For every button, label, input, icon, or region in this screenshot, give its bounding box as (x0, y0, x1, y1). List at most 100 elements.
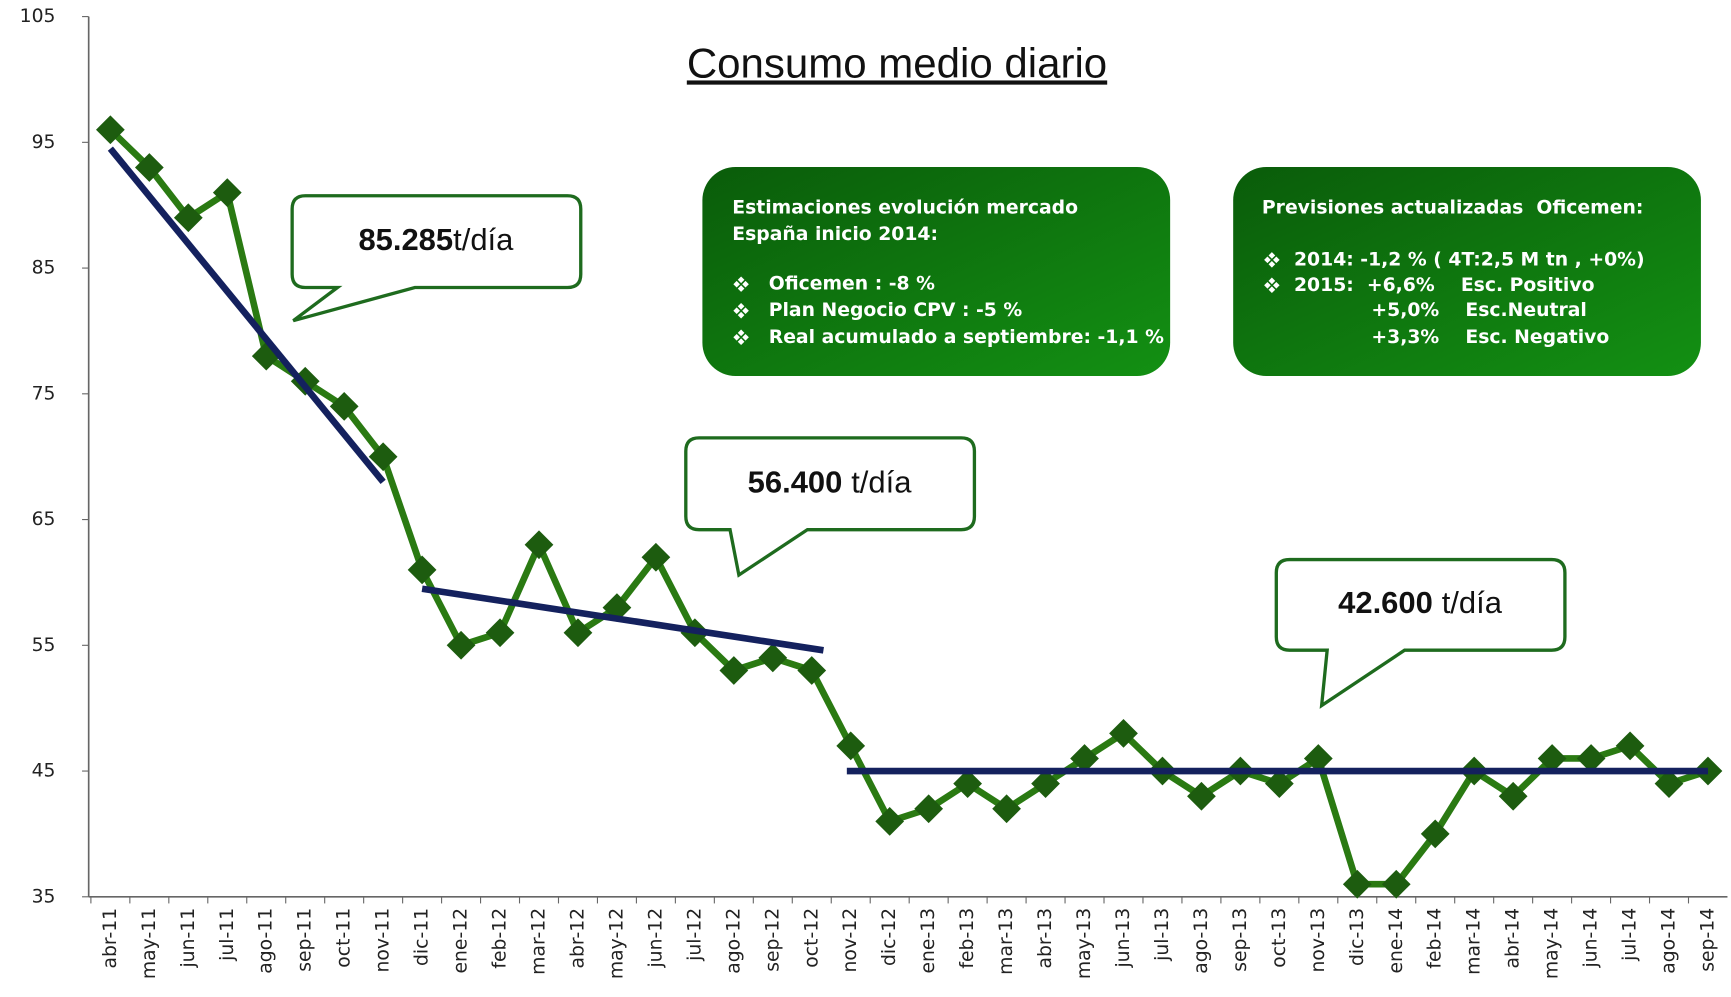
box-item: Oficemen : -8 % (769, 274, 935, 295)
data-point (485, 618, 515, 648)
box-item: 2014: -1,2 % ( 4T:2,5 M tn , +0%) (1294, 249, 1645, 270)
x-tick-label: mar-12 (529, 908, 550, 975)
bullet (1264, 281, 1271, 289)
data-point (1187, 781, 1216, 811)
chart-title: Consumo medio diario (687, 39, 1107, 86)
data-point (1031, 769, 1060, 799)
x-tick-label: oct-13 (1269, 908, 1290, 968)
info-box (1233, 166, 1701, 376)
x-tick-label: may-11 (139, 908, 160, 979)
callout-shape (290, 194, 583, 323)
x-tick-label: abr-13 (1035, 908, 1056, 969)
callout-shape (1274, 557, 1567, 709)
callout-text: 85.285t/día (358, 222, 514, 257)
bullet (737, 302, 745, 310)
trend-line (421, 585, 824, 654)
data-point (1654, 769, 1684, 799)
box-item: +3,3% Esc. Negativo (1371, 327, 1609, 348)
y-tick-label: 45 (32, 761, 56, 782)
y-tick-label: 65 (32, 509, 56, 530)
x-tick-label: may-12 (606, 908, 627, 979)
bullet (742, 280, 749, 288)
x-tick-label: nov-13 (1308, 908, 1329, 973)
x-tick-label: jun-11 (178, 908, 199, 969)
bullet (737, 311, 745, 319)
bullet (1272, 256, 1280, 264)
callout-value: 85.285 (358, 222, 453, 257)
x-tick-label: dic-12 (879, 908, 900, 966)
y-tick-label: 95 (32, 132, 56, 153)
x-tick-label: mar-13 (996, 908, 1017, 975)
data-point (1537, 744, 1567, 773)
x-tick-label: may-14 (1542, 908, 1563, 979)
box-item: +5,0% Esc.Neutral (1371, 300, 1586, 321)
y-tick-label: 85 (32, 258, 56, 279)
x-tick-label: nov-11 (373, 908, 394, 973)
x-tick-label: sep-14 (1697, 908, 1718, 972)
x-tick-label: jun-13 (1113, 908, 1134, 969)
x-tick-label: abr-14 (1503, 908, 1524, 969)
y-tick-label: 105 (20, 6, 56, 27)
data-point (719, 656, 749, 685)
bullet (1268, 277, 1276, 285)
bullet (737, 285, 745, 292)
data-point (329, 392, 359, 421)
x-tick-label: sep-11 (295, 908, 316, 972)
data-line (108, 127, 1709, 888)
bullet (733, 280, 740, 288)
callout-value: 42.600 (1338, 585, 1433, 620)
callout-unit: t/día (453, 222, 514, 257)
data-point (446, 630, 476, 660)
data-point (1342, 869, 1372, 899)
callout-value: 56.400 (748, 465, 843, 500)
data-point (134, 153, 164, 182)
data-point (953, 769, 983, 799)
bullet (1268, 260, 1276, 268)
bullet (742, 333, 749, 341)
x-tick-label: jul-13 (1152, 908, 1173, 962)
x-tick-label: dic-13 (1347, 908, 1368, 966)
x-tick-label: feb-13 (957, 908, 978, 969)
x-tick-label: mar-14 (1464, 908, 1485, 975)
box-title: Previsiones actualizadas Oficemen: (1262, 197, 1643, 218)
bullet (737, 338, 745, 346)
data-point (563, 618, 593, 648)
callout-text: 42.600 t/día (1338, 585, 1503, 620)
box-item: Plan Negocio CPV : -5 % (769, 300, 1023, 321)
x-tick-label: ago-12 (723, 908, 744, 974)
box-title: España inicio 2014: (732, 224, 938, 245)
x-tick-label: ago-11 (256, 908, 277, 974)
trend-line (107, 146, 386, 484)
x-tick-label: dic-11 (412, 908, 433, 966)
x-tick-label: abr-12 (567, 908, 588, 969)
data-point (407, 555, 437, 585)
data-point (797, 656, 827, 685)
box-item: Real acumulado a septiembre: -1,1 % (769, 327, 1164, 348)
data-point (836, 731, 866, 761)
x-tick-label: jul-12 (684, 908, 705, 962)
data-point (992, 794, 1021, 824)
x-tick-label: nov-12 (840, 908, 861, 973)
x-tick-label: ago-13 (1191, 908, 1212, 974)
data-point (1615, 731, 1645, 761)
x-tick-label: may-13 (1074, 908, 1095, 979)
x-tick-label: jul-11 (217, 908, 238, 962)
x-tick-label: ene-12 (451, 908, 472, 974)
x-tick-label: ene-14 (1386, 908, 1407, 974)
x-tick-label: oct-11 (334, 908, 355, 968)
x-tick-label: jul-14 (1620, 908, 1641, 962)
callout-text: 56.400 t/día (748, 465, 913, 500)
x-tick-label: oct-12 (801, 908, 822, 968)
callout-shape (684, 436, 977, 578)
x-tick-label: jun-14 (1581, 908, 1602, 969)
box-item: 2015: +6,6% Esc. Positivo (1294, 275, 1595, 296)
bullet (737, 329, 745, 337)
y-tick-label: 75 (32, 383, 56, 404)
data-point (524, 530, 554, 560)
data-point (1109, 718, 1138, 748)
bullet (1272, 281, 1280, 289)
x-tick-label: sep-12 (762, 908, 783, 972)
callout (290, 194, 1567, 709)
bullet (733, 333, 740, 341)
